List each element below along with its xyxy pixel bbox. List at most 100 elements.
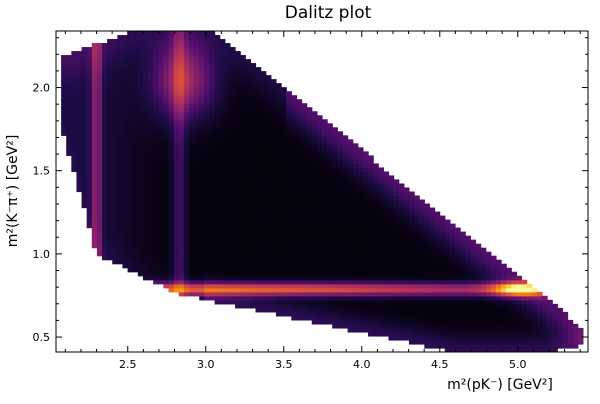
heatmap-cell — [378, 263, 384, 269]
heatmap-cell — [122, 131, 129, 136]
heatmap-cell — [536, 339, 543, 345]
heatmap-cell — [296, 155, 303, 160]
heatmap-cell — [332, 259, 338, 265]
heatmap-cell — [137, 75, 144, 80]
heatmap-cell — [204, 115, 211, 120]
heatmap-cell — [398, 295, 405, 301]
heatmap-cell — [209, 103, 216, 108]
heatmap-cell — [127, 51, 134, 56]
heatmap-cell — [322, 275, 328, 281]
heatmap-cell — [194, 107, 200, 112]
heatmap-cell — [265, 175, 272, 181]
heatmap-cell — [357, 195, 364, 201]
heatmap-cell — [117, 39, 124, 44]
heatmap-cell — [132, 187, 139, 193]
heatmap-cell — [250, 167, 257, 173]
heatmap-cell — [393, 283, 400, 289]
heatmap-cell — [204, 175, 211, 181]
heatmap-cell — [286, 267, 292, 273]
heatmap-cell — [296, 111, 303, 116]
heatmap-cell — [362, 211, 369, 217]
heatmap-cell — [490, 287, 497, 293]
heatmap-cell — [245, 247, 251, 253]
heatmap-cell — [183, 135, 190, 140]
heatmap-cell — [362, 287, 369, 293]
heatmap-cell — [439, 215, 446, 221]
heatmap-cell — [158, 179, 165, 185]
heatmap-cell — [357, 155, 364, 160]
heatmap-cell — [132, 91, 139, 96]
heatmap-cell — [439, 279, 446, 285]
heatmap-cell — [275, 263, 282, 269]
heatmap-cell — [260, 151, 267, 156]
heatmap-cell — [424, 283, 431, 289]
heatmap-cell — [173, 287, 180, 293]
heatmap-cell — [275, 203, 282, 209]
heatmap-cell — [388, 275, 395, 281]
heatmap-cell — [311, 255, 318, 261]
heatmap-cell — [383, 283, 390, 289]
heatmap-cell — [286, 159, 292, 165]
heatmap-cell — [408, 279, 415, 285]
heatmap-cell — [91, 187, 98, 193]
heatmap-cell — [465, 303, 471, 309]
heatmap-cell — [214, 207, 221, 213]
heatmap-cell — [224, 243, 231, 249]
heatmap-cell — [96, 171, 103, 177]
heatmap-cell — [240, 251, 246, 257]
heatmap-cell — [434, 331, 441, 337]
heatmap-cell — [158, 99, 165, 104]
heatmap-cell — [270, 147, 277, 152]
heatmap-cell — [322, 319, 328, 325]
heatmap-cell — [311, 207, 318, 213]
heatmap-cell — [142, 187, 149, 193]
heatmap-cell — [270, 271, 277, 277]
heatmap-cell — [158, 123, 165, 128]
heatmap-cell — [501, 343, 507, 349]
heatmap-cell — [511, 347, 517, 352]
heatmap-cell — [429, 239, 436, 245]
heatmap-cell — [511, 279, 517, 285]
heatmap-cell — [204, 243, 211, 249]
heatmap-cell — [71, 95, 78, 100]
heatmap-cell — [214, 95, 221, 100]
heatmap-cell — [245, 67, 251, 72]
heatmap-cell — [209, 187, 216, 193]
heatmap-cell — [91, 203, 98, 209]
heatmap-cell — [475, 243, 482, 249]
heatmap-cell — [296, 299, 303, 305]
heatmap-cell — [137, 211, 144, 217]
heatmap-cell — [183, 43, 190, 48]
heatmap-cell — [485, 251, 492, 257]
heatmap-cell — [291, 239, 298, 245]
heatmap-cell — [142, 63, 149, 68]
heatmap-cell — [194, 211, 200, 217]
heatmap-cell — [495, 275, 502, 281]
heatmap-cell — [275, 91, 282, 96]
heatmap-cell — [373, 279, 379, 285]
heatmap-cell — [291, 303, 298, 309]
heatmap-cell — [209, 279, 216, 285]
heatmap-cell — [444, 283, 451, 289]
heatmap-cell — [214, 79, 221, 84]
heatmap-cell — [132, 47, 139, 52]
heatmap-cell — [229, 123, 236, 128]
heatmap-cell — [347, 223, 354, 229]
heatmap-cell — [240, 203, 246, 209]
heatmap-cell — [255, 227, 262, 233]
heatmap-cell — [96, 159, 103, 165]
heatmap-cell — [204, 171, 211, 177]
heatmap-cell — [552, 319, 558, 325]
heatmap-cell — [117, 171, 124, 177]
heatmap-cell — [173, 71, 180, 76]
heatmap-cell — [306, 239, 313, 245]
heatmap-cell — [189, 111, 195, 116]
heatmap-cell — [362, 163, 369, 169]
heatmap-cell — [291, 263, 298, 269]
heatmap-cell — [204, 287, 211, 293]
heatmap-cell — [189, 143, 195, 148]
heatmap-cell — [475, 327, 482, 333]
heatmap-cell — [173, 283, 180, 289]
heatmap-cell — [260, 155, 267, 160]
heatmap-cell — [291, 251, 298, 257]
